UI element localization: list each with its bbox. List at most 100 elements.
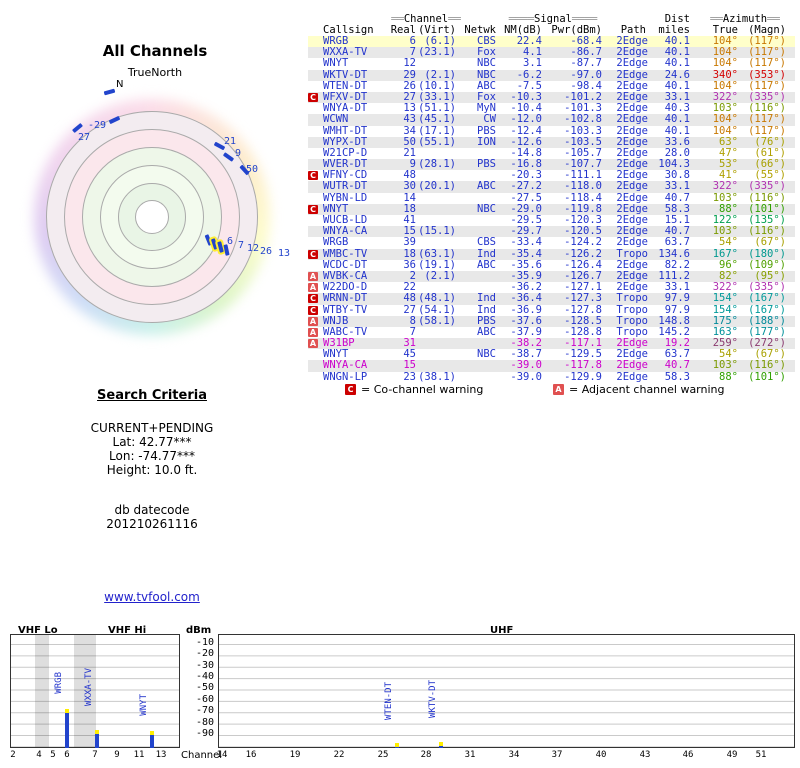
cell-power: -117.1: [564, 337, 602, 350]
cell-azimuth-magnetic: (117°): [748, 35, 786, 47]
cell-power: -111.1: [564, 169, 602, 182]
channel-warning-badge: C: [308, 305, 318, 315]
cell-power: -127.3: [564, 292, 602, 305]
cell-power: -98.4: [570, 79, 602, 92]
vhf-chart-panel: [10, 634, 180, 748]
tvfool-link[interactable]: www.tvfool.com: [104, 590, 200, 604]
cell-azimuth-true: 104°: [712, 35, 738, 47]
channel-warning-badge: A: [308, 271, 318, 281]
table-row: C WRNN-DT 48 (48.1) Ind -36.4 -127.3 Tro…: [308, 292, 795, 305]
col-miles: miles: [658, 24, 690, 36]
cell-path: 2Edge: [616, 135, 648, 148]
cell-callsign: WRGB: [323, 35, 349, 47]
cell-noise-margin: 22.4: [516, 35, 542, 47]
cell-distance: 40.1: [664, 79, 690, 92]
cell-network: Fox: [477, 90, 496, 103]
cell-distance: 40.3: [664, 102, 690, 115]
cell-network: NBC: [477, 348, 496, 361]
channel-warning-badge: [308, 48, 318, 57]
signal-bar-cap: [95, 730, 99, 734]
cell-virtual-channel: (38.1): [418, 370, 456, 383]
cell-callsign: WRGB: [323, 236, 349, 249]
cell-power: -128.8: [564, 325, 602, 338]
band-label-vhf-lo: VHF Lo: [18, 625, 58, 636]
cell-noise-margin: -36.9: [510, 303, 542, 316]
table-row: C WFXV-DT 27 (33.1) Fox -10.3 -101.2 2Ed…: [308, 90, 795, 104]
table-row: WVER-DT 9 (28.1) PBS -16.8 -107.7 2Edge …: [308, 158, 795, 171]
cell-noise-margin: -29.7: [510, 225, 542, 238]
cell-azimuth-magnetic: (76°): [754, 135, 786, 148]
cell-noise-margin: -12.6: [510, 135, 542, 148]
adjacent-channel-legend-text: = Adjacent channel warning: [569, 383, 725, 396]
cell-distance: 19.2: [664, 337, 690, 350]
cell-real-channel: 14: [403, 191, 416, 204]
cell-path: 2Edge: [616, 191, 648, 204]
table-row: WNYA-DT 13 (51.1) MyN -10.4 -101.3 2Edge…: [308, 102, 795, 115]
cell-azimuth-magnetic: (109°): [748, 258, 786, 271]
radar-station-tick-icon: [103, 88, 116, 96]
cell-callsign: WNYT: [323, 348, 349, 361]
y-axis-tick-label: -90: [195, 728, 214, 739]
cell-callsign: WVER-DT: [323, 158, 368, 171]
cell-callsign: WCDC-DT: [323, 258, 368, 271]
cell-virtual-channel: (54.1): [418, 303, 456, 316]
cell-azimuth-true: 154°: [712, 292, 738, 305]
cell-virtual-channel: (33.1): [418, 90, 456, 103]
cell-network: NBC: [477, 57, 496, 70]
cell-network: [462, 215, 500, 226]
cell-real-channel: 12: [403, 57, 416, 70]
cell-callsign: WFXV-DT: [323, 90, 368, 103]
cell-path: 2Edge: [616, 57, 648, 70]
cell-noise-margin: -39.0: [510, 370, 542, 383]
x-axis-channel-label: 7: [92, 750, 98, 760]
cell-azimuth-true: 322°: [712, 180, 738, 193]
cell-azimuth-true: 340°: [712, 68, 738, 81]
cell-noise-margin: -14.8: [510, 146, 542, 159]
cell-callsign: WNYA-CA: [323, 359, 368, 372]
cell-power: -101.3: [564, 102, 602, 115]
x-axis-channel-label: 43: [639, 750, 651, 760]
table-row: WNYT 45 NBC -38.7 -129.5 2Edge 63.7 54° …: [308, 348, 795, 361]
channel-warning-badge: [308, 227, 318, 236]
cell-distance: 63.7: [664, 236, 690, 249]
cell-azimuth-magnetic: (61°): [754, 146, 786, 159]
cell-callsign: WMHT-DT: [323, 124, 368, 137]
cell-azimuth-true: 104°: [712, 46, 738, 59]
table-row: C WNYT 18 NBC -29.0 -119.8 2Edge 58.3 88…: [308, 202, 795, 215]
table-row: WYBN-LD 14 -27.5 -118.4 2Edge 40.7 103° …: [308, 191, 795, 204]
cell-virtual-channel: (15.1): [418, 225, 456, 238]
cell-callsign: WKTV-DT: [323, 68, 368, 81]
cell-network: ABC: [477, 325, 496, 338]
adjacent-channel-warning-icon: A: [553, 384, 564, 395]
table-row: WCDC-DT 36 (19.1) ABC -35.6 -126.4 2Edge…: [308, 258, 795, 271]
cell-noise-margin: -6.2: [516, 68, 542, 81]
cell-real-channel: 7: [409, 46, 416, 59]
col-virt: (Virt): [418, 24, 456, 36]
cell-virtual-channel: [416, 237, 462, 248]
y-axis-tick-label: -60: [195, 694, 214, 705]
cell-noise-margin: -37.9: [510, 325, 542, 338]
cell-distance: 58.3: [664, 202, 690, 215]
cell-azimuth-true: 54°: [719, 236, 738, 249]
cell-path: 2Edge: [616, 146, 648, 159]
channel-warning-badge: [308, 37, 318, 46]
cell-noise-margin: -35.9: [510, 269, 542, 282]
cell-power: -103.5: [564, 135, 602, 148]
cell-real-channel: 7: [409, 325, 416, 338]
cell-callsign: WUTR-DT: [323, 180, 368, 193]
cell-virtual-channel: (17.1): [418, 124, 456, 137]
channel-warning-badge: A: [308, 316, 318, 326]
x-axis-channel-label: 25: [377, 750, 389, 760]
datecode-block: db datecode 201210261116: [52, 503, 252, 531]
cell-real-channel: 18: [403, 202, 416, 215]
cell-path: 2Edge: [616, 113, 648, 126]
search-criteria-block: Search Criteria CURRENT+PENDING Lat: 42.…: [52, 388, 252, 531]
cell-noise-margin: -29.0: [510, 202, 542, 215]
cell-path: 2Edge: [616, 158, 648, 171]
cell-noise-margin: -39.0: [510, 359, 542, 372]
table-row: WNGN-LP 23 (38.1) -39.0 -129.9 2Edge 58.…: [308, 370, 795, 383]
cell-network: PBS: [477, 124, 496, 137]
channel-warning-badge: [308, 361, 318, 370]
y-axis-tick-label: -30: [195, 660, 214, 671]
cell-azimuth-true: 322°: [712, 90, 738, 103]
